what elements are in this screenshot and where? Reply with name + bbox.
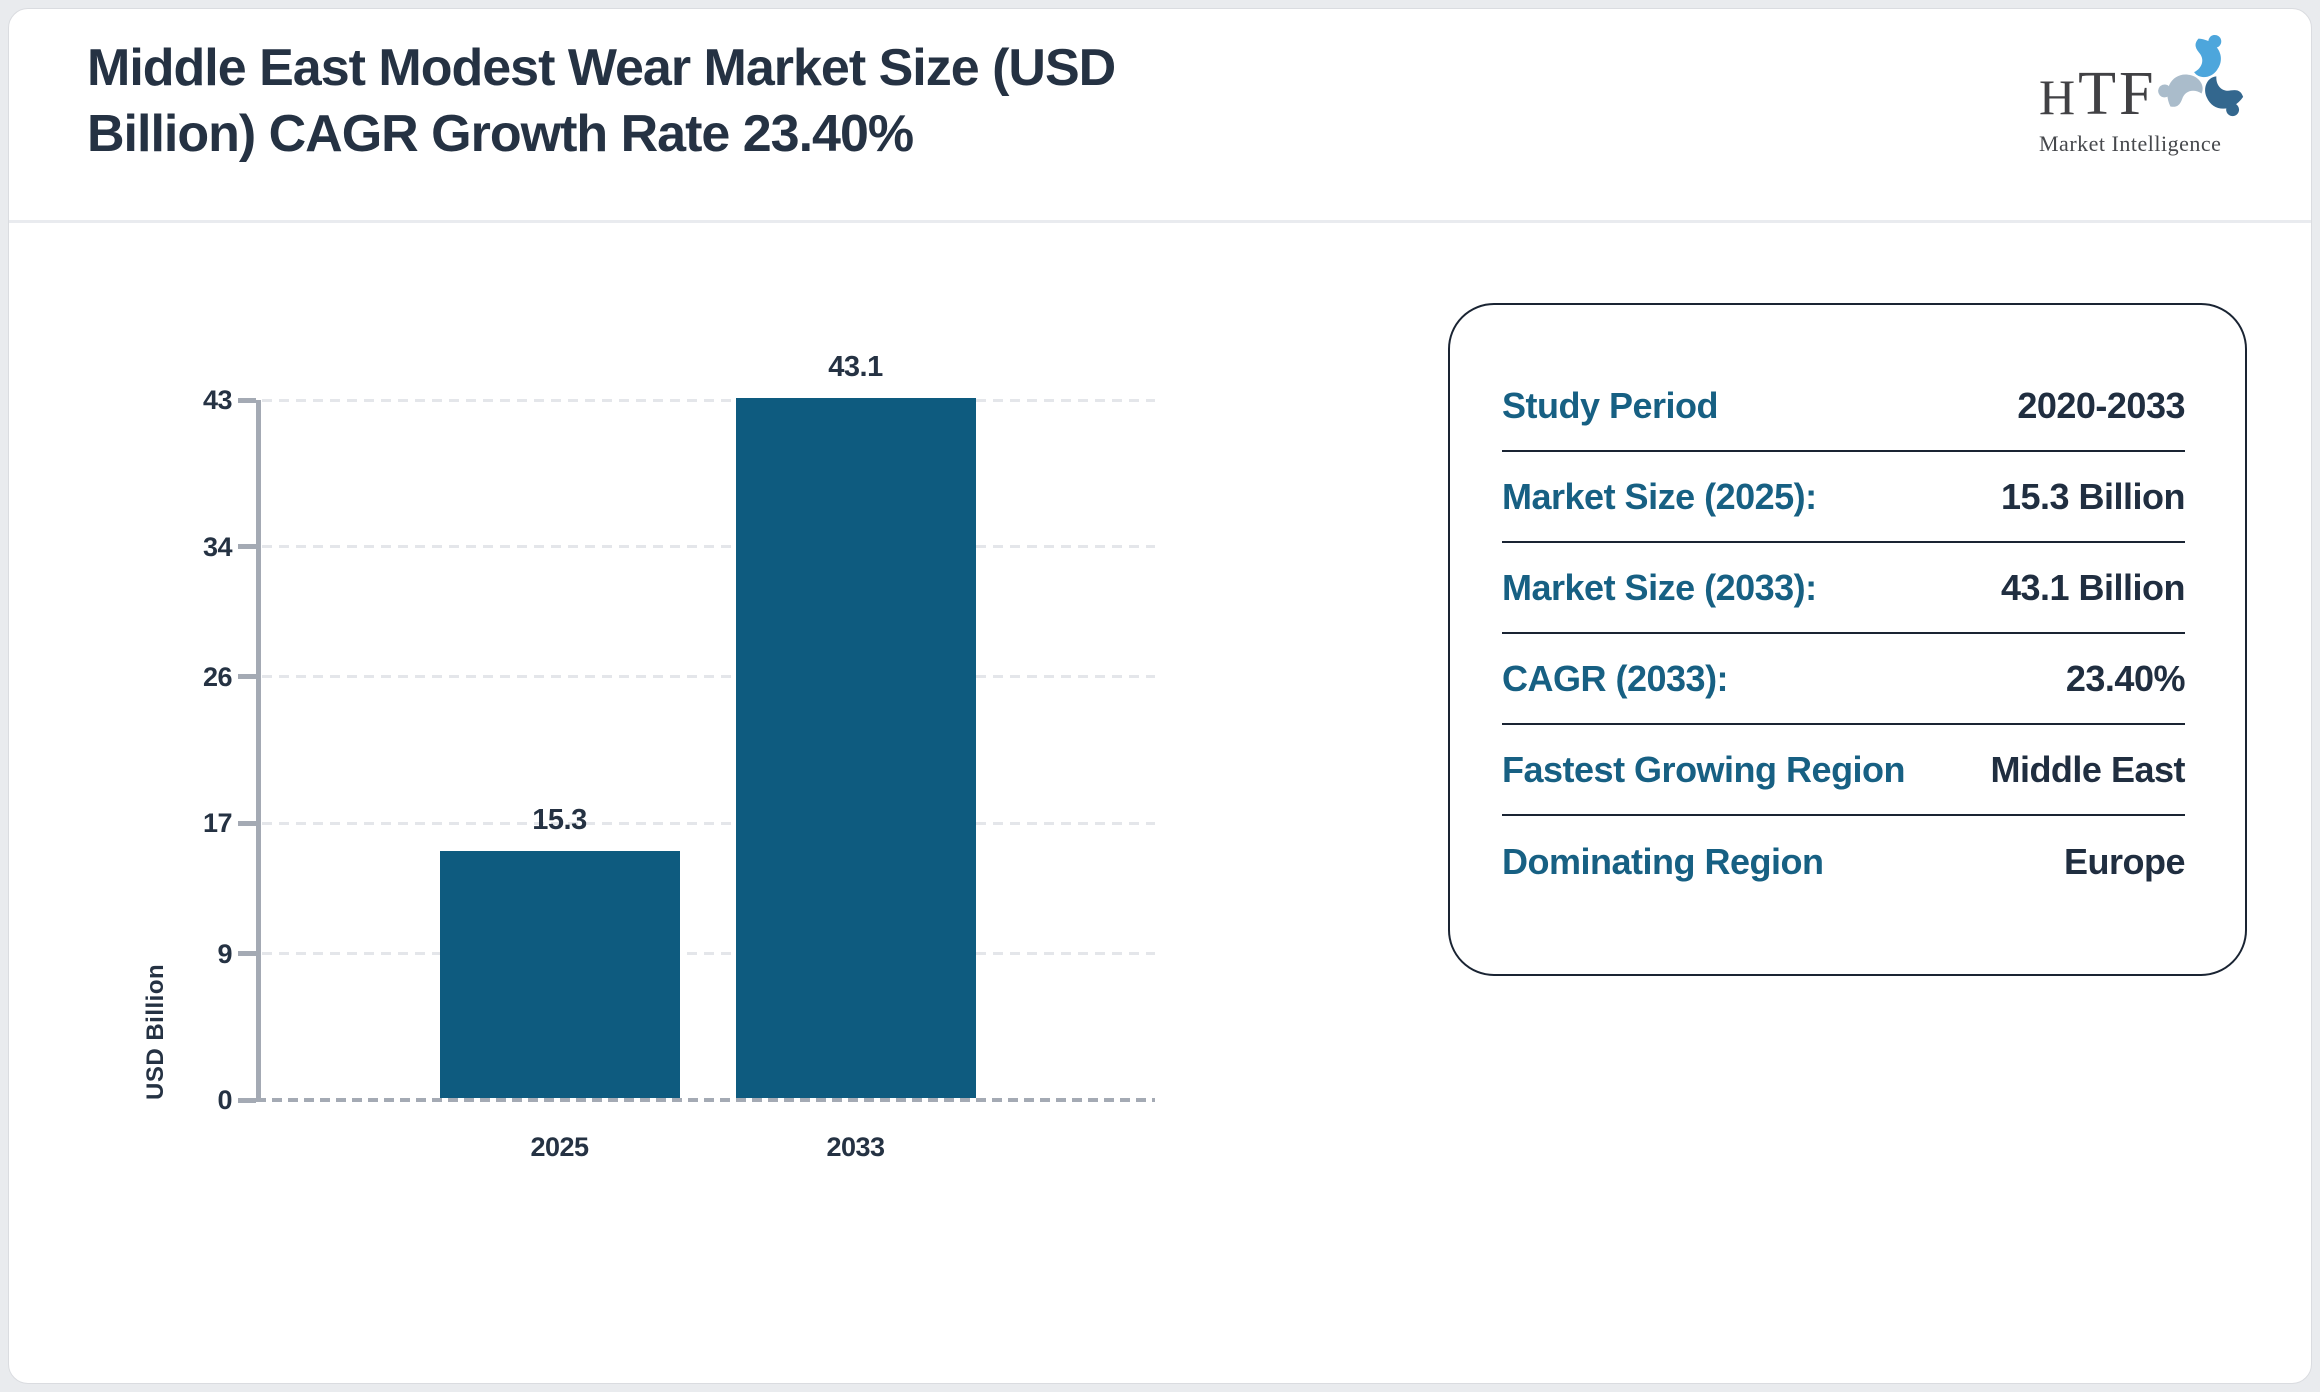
bar-value-label: 15.3 (532, 803, 587, 836)
summary-value: 43.1 Billion (2000, 566, 2186, 608)
htf-logo: H TF Market Intelligence (2039, 31, 2254, 157)
y-tick-label: 34 (202, 531, 233, 562)
summary-value: Europe (2063, 840, 2186, 882)
htf-logo-letters-tf: TF (2078, 60, 2157, 128)
summary-row-cagr: CAGR (2033): 23.40% (1502, 634, 2186, 725)
x-axis-line (256, 1098, 1155, 1102)
page-panel: Middle East Modest Wear Market Size (USD… (8, 8, 2312, 1384)
y-tick-label: 0 (217, 1085, 232, 1115)
y-tick-mark (238, 397, 256, 403)
summary-row-dominating-region: Dominating Region Europe (1502, 816, 2186, 907)
htf-swirl-icon (2158, 33, 2248, 118)
y-tick-label: 17 (202, 808, 233, 839)
summary-label: CAGR (2033): (1502, 657, 1729, 699)
summary-label: Market Size (2025): (1502, 475, 1817, 517)
summary-value: Middle East (1990, 748, 2185, 790)
market-summary-card: Study Period 2020-2033 Market Size (2025… (1448, 303, 2247, 976)
summary-row-market-size-2033: Market Size (2033): 43.1 Billion (1502, 543, 2186, 634)
summary-value: 15.3 Billion (2000, 475, 2186, 517)
htf-logo-text: H TF (2039, 63, 2156, 125)
summary-label: Study Period (1502, 384, 1719, 426)
gridline (262, 952, 1155, 955)
gridline (262, 821, 1155, 825)
summary-value: 23.40% (2065, 657, 2186, 699)
y-tick-mark (238, 1097, 256, 1103)
summary-value: 2020-2033 (2017, 384, 2185, 426)
y-tick-label: 9 (217, 938, 232, 969)
y-tick-mark (238, 674, 256, 680)
gridline (262, 545, 1155, 549)
y-tick-mark (238, 544, 256, 550)
y-axis-line (256, 400, 261, 1102)
bar-2025 (439, 850, 680, 1100)
page-title: Middle East Modest Wear Market Size (USD… (87, 39, 1116, 163)
header-divider (9, 220, 2311, 223)
summary-label: Dominating Region (1502, 840, 1824, 882)
y-tick-mark (238, 820, 256, 826)
y-tick-label: 43 (202, 385, 233, 415)
bar-chart-plot-area: USD Billion 0 9 17 26 34 43 15.3 2025 43.1 2033 (142, 351, 1155, 1162)
gridline (262, 398, 1155, 402)
summary-label: Market Size (2033): (1502, 566, 1817, 608)
x-category-label: 2033 (826, 1132, 885, 1162)
summary-label: Fastest Growing Region (1502, 748, 1906, 790)
summary-row-study-period: Study Period 2020-2033 (1502, 361, 2185, 452)
htf-logo-row: H TF (2039, 31, 2254, 125)
bar-2033 (735, 398, 976, 1100)
summary-row-fastest-growing-region: Fastest Growing Region Middle East (1502, 725, 2185, 816)
summary-row-market-size-2025: Market Size (2025): 15.3 Billion (1502, 452, 2186, 543)
x-category-label: 2025 (530, 1132, 589, 1162)
y-axis-title: USD Billion (142, 963, 169, 1100)
y-tick-label: 26 (202, 661, 233, 692)
bar-value-label: 43.1 (828, 351, 883, 384)
gridline (262, 675, 1155, 679)
y-tick-mark (238, 951, 256, 956)
htf-logo-letter-h: H (2039, 69, 2079, 125)
htf-logo-tagline: Market Intelligence (2039, 131, 2222, 156)
